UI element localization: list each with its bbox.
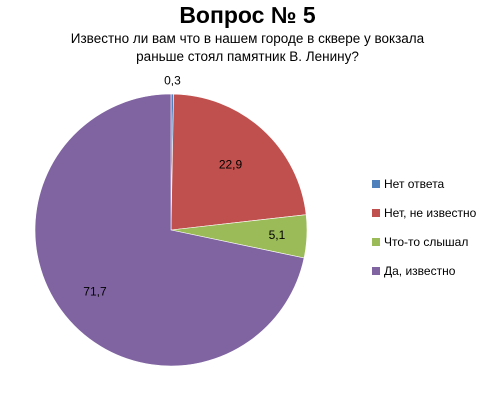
legend-swatch <box>372 180 380 188</box>
legend-label: Да, известно <box>384 264 456 278</box>
chart-subtitle: Известно ли вам что в нашем городе в скв… <box>40 30 455 66</box>
legend-label: Нет ответа <box>384 177 445 191</box>
data-label-4: 71,7 <box>83 285 107 299</box>
subtitle-line-1: Известно ли вам что в нашем городе в скв… <box>70 31 425 46</box>
legend-label: Что-то слышал <box>384 235 469 249</box>
pie-slice-4 <box>34 93 305 367</box>
legend-swatch <box>372 209 380 217</box>
legend-swatch <box>372 267 380 275</box>
data-label-2: 22,9 <box>219 158 243 172</box>
chart-title: Вопрос № 5 <box>179 2 316 28</box>
data-label-3: 5,1 <box>269 228 286 242</box>
legend-item-3: Что-то слышал <box>372 234 476 250</box>
pie-slice-2 <box>170 93 307 231</box>
chart-legend: Нет ответа Нет, не известно Что-то слышал Д… <box>372 176 476 292</box>
legend-label: Нет, не известно <box>384 206 477 220</box>
subtitle-line-2: раньше стоял памятник В. Ленину? <box>136 49 359 64</box>
data-label-1: 0,3 <box>164 73 181 87</box>
legend-item-1: Нет ответа <box>372 176 476 192</box>
legend-item-4: Да, известно <box>372 263 476 279</box>
legend-swatch <box>372 238 380 246</box>
legend-item-2: Нет, не известно <box>372 205 476 221</box>
